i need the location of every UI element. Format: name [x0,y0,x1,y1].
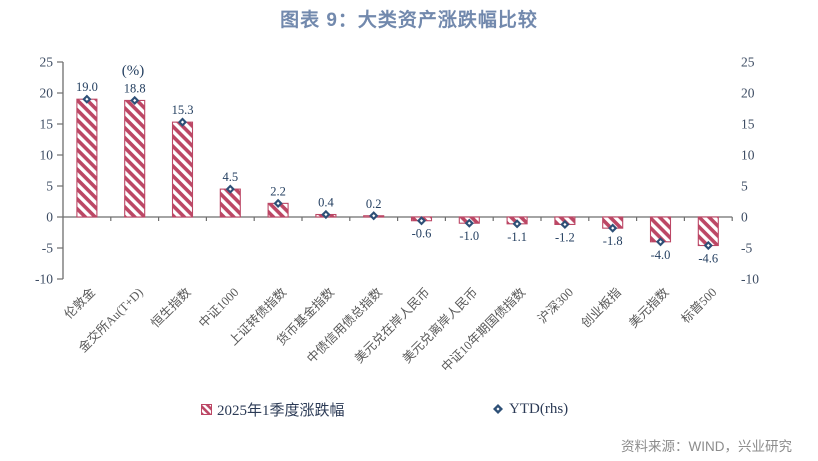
y-axis-tick-label: 25 [40,55,54,70]
value-label: 2.2 [270,184,286,198]
value-label: 15.3 [172,103,194,117]
bar [124,99,146,218]
category-label: 中证10年期国债指数 [438,284,529,375]
value-label: -1.1 [507,230,527,244]
category-label: 伦敦金 [61,284,98,321]
y-axis-tick-label: 0 [46,210,53,225]
value-label: 18.8 [124,81,146,95]
ytd-marker-center [706,243,710,248]
ytd-marker-center [133,98,137,103]
right-axis-tick-label: 0 [741,210,748,225]
diamond-marker-icon [493,404,503,414]
right-axis-tick-label: 5 [741,179,748,194]
y-axis-tick-label: 15 [40,117,54,132]
hatched-bar-swatch-icon [201,403,212,415]
legend-label-ytd: YTD(rhs) [509,400,569,417]
legend-item-ytd: YTD(rhs) [492,397,568,421]
bar [171,121,194,218]
legend-item-q1-change: 2025年1季度涨跌幅 [201,397,345,421]
ytd-marker-center [563,222,567,227]
ytd-marker-center [467,221,471,225]
legend-label-q1-change: 2025年1季度涨跌幅 [217,402,345,419]
value-label: 0.2 [366,197,382,211]
value-label: 4.5 [222,170,238,184]
category-label: 中证1000 [195,285,241,331]
right-axis-tick-label: 20 [741,86,755,101]
value-label: 19.0 [76,80,98,94]
source-note: 资料来源：WIND，兴业研究 [621,439,792,454]
right-axis-tick-label: 10 [741,148,755,163]
y-axis-tick-label: -10 [35,272,53,287]
bar-chart-canvas: 25 20 15 10 5 0 -5 -10 25 20 15 10 5 0 -5 -10 (%) 19.0 18.… [35,55,759,375]
value-label: -0.6 [412,227,432,241]
value-label: -1.2 [555,230,575,244]
y-axis-tick-label: 20 [40,86,54,101]
value-label: -4.6 [698,252,718,266]
ytd-marker-center [180,120,185,124]
ytd-marker-center [658,240,663,244]
right-axis-tick-label: 15 [741,117,755,132]
category-label: 创业板指 [578,285,624,331]
ytd-marker-center [276,201,280,205]
ytd-marker-center [515,222,519,226]
right-axis-tick-label: -5 [741,241,752,256]
ytd-marker-center [372,214,376,218]
bar [76,98,98,218]
value-label: 0.4 [318,196,334,210]
ytd-marker-center [611,226,615,230]
category-label: 美元指数 [626,284,672,330]
chart-legend: 2025年1季度涨跌幅 YTD(rhs) [0,397,818,421]
right-axis-tick-label: -10 [741,272,759,287]
ytd-marker-center [228,187,232,191]
y-axis-tick-label: 5 [46,179,53,194]
value-label: -1.8 [603,234,623,248]
axis-unit-label: (%) [122,63,145,79]
value-label: -1.0 [459,229,479,243]
y-axis-tick-label: -5 [42,241,53,256]
ytd-marker-center [419,219,424,223]
chart-title: 图表 9：大类资产涨跌幅比较 [280,10,538,31]
y-axis-tick-label: 10 [40,148,54,163]
value-label: -4.0 [651,248,671,262]
category-label: 沪深300 [535,285,576,326]
category-label: 恒生指数 [148,284,194,330]
ytd-marker-center [324,212,328,217]
right-axis-tick-label: 25 [741,55,755,70]
category-label: 标普500 [679,285,720,326]
ytd-marker-center [85,97,89,101]
